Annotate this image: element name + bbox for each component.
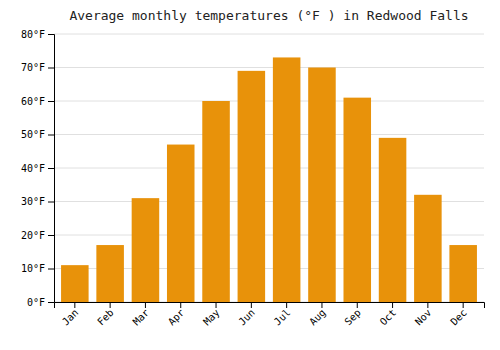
tick-label: May — [201, 307, 222, 328]
tick-label: Oct — [378, 307, 399, 328]
bar — [96, 245, 124, 302]
tick-mark — [216, 302, 217, 308]
tick: Mar — [131, 302, 152, 328]
bar — [449, 245, 477, 302]
bar — [132, 198, 160, 302]
grid-line — [54, 34, 484, 35]
tick: 80°F — [21, 29, 54, 40]
tick-label: 30°F — [21, 196, 45, 207]
tick-label: Nov — [413, 307, 434, 328]
tick-mark — [48, 101, 54, 102]
tick-label: 0°F — [27, 297, 45, 308]
tick-mark — [463, 302, 464, 308]
tick-label: 40°F — [21, 163, 45, 174]
bar — [308, 68, 336, 303]
tick: Nov — [413, 302, 434, 328]
tick-mark — [392, 302, 393, 308]
bar — [202, 101, 230, 302]
tick-label: Apr — [166, 307, 187, 328]
chart: Average monthly temperatures (°F ) in Re… — [0, 0, 500, 350]
tick-label: 60°F — [21, 96, 45, 107]
tick: 60°F — [21, 96, 54, 107]
tick: Jan — [60, 302, 81, 328]
tick: May — [201, 302, 222, 328]
tick: 10°F — [21, 263, 54, 274]
tick: Feb — [95, 302, 116, 328]
tick-mark — [48, 235, 54, 236]
tick-label: Jan — [60, 307, 81, 328]
tick-mark — [286, 302, 287, 308]
tick: Dec — [448, 302, 469, 328]
tick: 40°F — [21, 163, 54, 174]
x-axis: Jan Feb Mar Apr May Jun Jul Aug Sep Oct Nov Dec — [55, 302, 485, 328]
bar — [379, 138, 407, 302]
tick: Jun — [236, 302, 257, 328]
tick-mark — [74, 302, 75, 308]
grid-line — [54, 101, 484, 102]
tick-label: Feb — [95, 307, 116, 328]
tick-mark — [48, 302, 54, 303]
tick-label: 10°F — [21, 263, 45, 274]
bars — [61, 57, 477, 302]
y-axis: 0°F 10°F 20°F 30°F 40°F 50°F 60°F 70°F 80°F — [21, 29, 55, 308]
tick-mark — [48, 269, 54, 270]
tick: 0°F — [27, 297, 54, 308]
tick: Sep — [342, 302, 363, 328]
tick-mark — [321, 302, 322, 308]
tick-mark — [427, 302, 428, 308]
tick-mark — [357, 302, 358, 308]
tick: Apr — [166, 302, 187, 328]
axis-line — [48, 35, 55, 303]
tick-mark — [251, 302, 252, 308]
bar — [343, 98, 371, 302]
tick: 50°F — [21, 129, 54, 140]
plot: 0°F 10°F 20°F 30°F 40°F 50°F 60°F 70°F 80°F Jan Fe… — [21, 29, 485, 328]
tick-label: 20°F — [21, 230, 45, 241]
bar — [167, 145, 195, 302]
tick-mark — [48, 202, 54, 203]
tick-label: Jul — [272, 307, 293, 328]
tick: Oct — [378, 302, 399, 328]
tick-mark — [110, 302, 111, 308]
tick: 70°F — [21, 62, 54, 73]
tick-label: 50°F — [21, 129, 45, 140]
bar — [61, 265, 89, 302]
tick-mark — [180, 302, 181, 308]
tick-label: Sep — [342, 307, 363, 328]
grid — [54, 34, 484, 302]
tick-label: 70°F — [21, 62, 45, 73]
tick: 30°F — [21, 196, 54, 207]
tick-mark — [48, 34, 54, 35]
tick: 20°F — [21, 230, 54, 241]
grid-line — [54, 168, 484, 169]
tick-mark — [145, 302, 146, 308]
tick-label: Aug — [307, 307, 328, 328]
bar — [414, 195, 442, 302]
tick-mark — [48, 68, 54, 69]
tick-label: 80°F — [21, 29, 45, 40]
tick-label: Mar — [131, 307, 152, 328]
tick-mark — [48, 135, 54, 136]
grid-line — [54, 67, 484, 68]
tick-label: Jun — [236, 307, 257, 328]
bar — [238, 71, 266, 302]
tick-mark — [48, 168, 54, 169]
tick-label: Dec — [448, 307, 469, 328]
tick: Aug — [307, 302, 328, 328]
axis-line — [55, 303, 485, 309]
grid-line — [54, 134, 484, 135]
bar — [273, 57, 301, 302]
tick: Jul — [272, 302, 293, 328]
title: Average monthly temperatures (°F ) in Re… — [69, 8, 468, 23]
